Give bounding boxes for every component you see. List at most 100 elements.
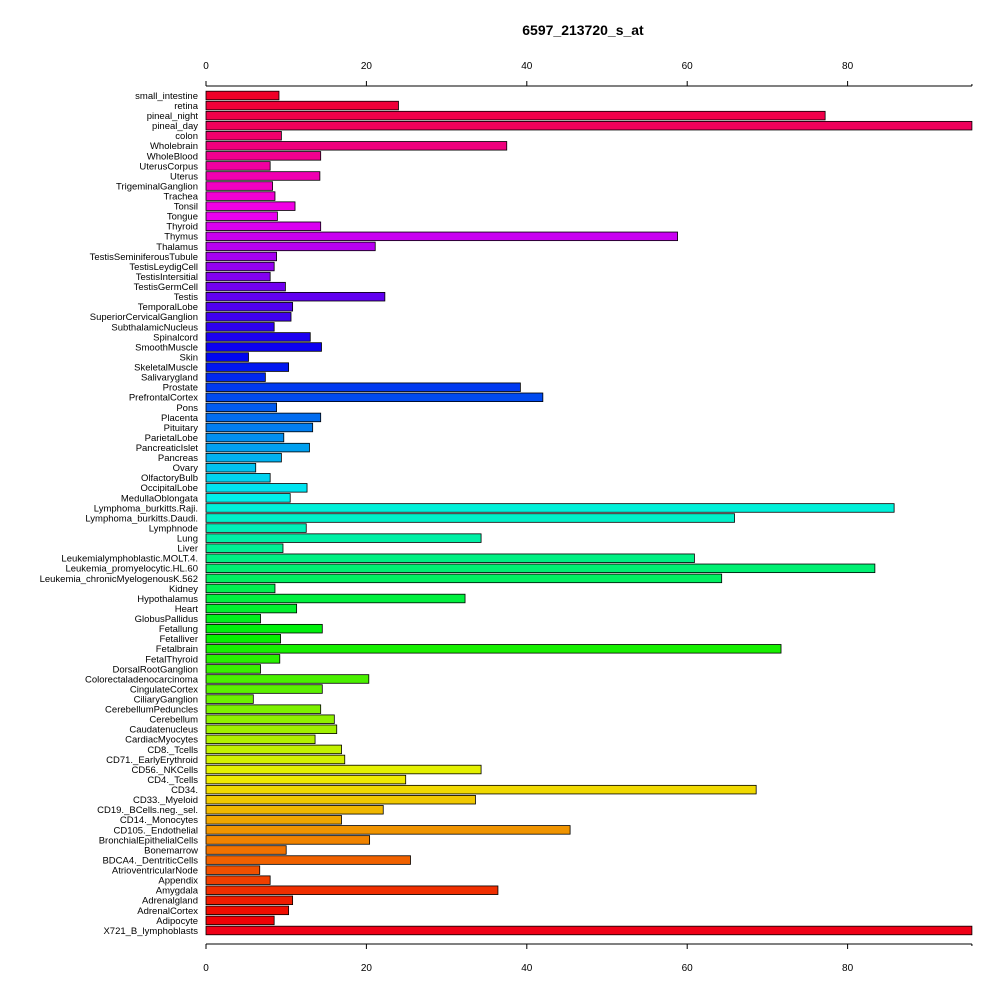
top-tick-label: 40 (521, 61, 533, 72)
bar (205, 543, 284, 553)
bars-group (205, 90, 973, 936)
bar (205, 734, 316, 745)
category-label: UterusCorpus (139, 161, 198, 172)
bar (205, 885, 499, 895)
category-label: OlfactoryBulb (141, 473, 198, 484)
bar (205, 452, 282, 463)
bar (205, 261, 275, 272)
category-label: FetalThyroid (145, 654, 198, 665)
category-label: DorsalRootGanglion (112, 664, 198, 675)
category-label: CD19._BCells.neg._sel. (97, 805, 198, 816)
bar (205, 332, 311, 342)
category-label: CD105._Endothelial (113, 825, 198, 836)
category-label: SubthalamicNucleus (111, 322, 198, 333)
bar (205, 593, 466, 604)
category-label: Bonemarrow (144, 845, 198, 856)
bar (205, 241, 376, 252)
category-label: Cerebellum (149, 715, 198, 726)
category-label: pineal_day (152, 121, 198, 132)
bottom-tick-label: 40 (521, 963, 533, 974)
bar (205, 402, 277, 413)
bar (205, 392, 544, 403)
bar (205, 211, 278, 221)
category-label: AtrioventricularNode (112, 866, 198, 877)
bar (205, 895, 294, 906)
category-label: WholeBlood (147, 151, 198, 162)
category-label: Pons (176, 403, 198, 414)
bar (205, 583, 276, 594)
category-label: Trachea (164, 192, 199, 203)
category-label: TestisIntersitial (136, 272, 198, 283)
bar (205, 493, 291, 503)
category-label: small_intestine (135, 91, 198, 102)
category-label: SmoothMuscle (135, 342, 198, 353)
bar (205, 201, 296, 211)
category-label: SuperiorCervicalGanglion (90, 312, 198, 323)
bar (205, 855, 411, 865)
bar (205, 634, 281, 644)
category-label: Pituitary (164, 423, 199, 434)
category-label: Fetallung (159, 624, 198, 635)
bar (205, 120, 973, 131)
category-label: TrigeminalGanglion (116, 181, 198, 192)
category-label: CD33._Myeloid (133, 795, 198, 806)
category-label: Prostate (163, 383, 198, 394)
category-label: CD34. (171, 785, 198, 796)
bottom-tick-label: 60 (682, 963, 694, 974)
category-label: CD4._Tcells (147, 775, 198, 786)
bar (205, 483, 308, 493)
bar (205, 795, 476, 805)
bar (205, 815, 342, 825)
bar (205, 463, 257, 473)
bar (205, 161, 271, 171)
category-label: Tonsil (174, 202, 198, 213)
bottom-tick-label: 0 (203, 963, 209, 974)
category-label: Lymphnode (149, 523, 198, 534)
bar (205, 90, 280, 101)
bar (205, 503, 895, 513)
bar (205, 674, 370, 684)
category-label: Ovary (173, 463, 199, 474)
bar (205, 825, 571, 835)
bar (205, 322, 275, 332)
category-label: AdrenalCortex (137, 906, 198, 917)
bar (205, 312, 292, 322)
category-label: ParietalLobe (145, 433, 198, 444)
bar (205, 513, 735, 523)
bar (205, 442, 310, 453)
category-label: TemporalLobe (138, 302, 198, 313)
category-label: CiliaryGanglion (134, 695, 198, 706)
bar (205, 684, 323, 694)
bar (205, 432, 285, 443)
category-label: CardiacMyocytes (125, 735, 198, 746)
category-labels-group: small_intestineretinapineal_nightpineal_… (40, 91, 199, 937)
bar (205, 281, 286, 292)
category-label: Leukemialymphoblastic.MOLT.4. (61, 554, 198, 565)
bar (205, 131, 282, 141)
category-label: Pancreas (158, 453, 198, 464)
bar (205, 784, 757, 795)
category-label: CingulateCortex (130, 684, 198, 695)
category-label: Appendix (158, 876, 198, 887)
category-label: Salivarygland (141, 373, 198, 384)
category-label: Adipocyte (156, 916, 198, 927)
bar (205, 110, 826, 121)
category-label: Lymphoma_burkitts.Raji. (94, 503, 198, 514)
bar (205, 422, 314, 433)
category-label: Placenta (161, 413, 199, 424)
bar (205, 181, 273, 191)
category-label: CD56._NKCells (131, 765, 198, 776)
category-label: Fetalbrain (156, 644, 198, 655)
category-label: OccipitalLobe (140, 483, 198, 494)
bar (205, 644, 782, 654)
bar (205, 362, 290, 372)
bar (205, 171, 321, 181)
category-label: CerebellumPeduncles (105, 705, 198, 716)
bar (205, 271, 271, 282)
category-label: Thalamus (156, 242, 198, 253)
category-label: Adrenalgland (142, 896, 198, 907)
category-label: BDCA4._DentriticCells (102, 855, 198, 866)
category-label: pineal_night (147, 111, 199, 122)
bar (205, 845, 287, 855)
category-label: TestisLeydigCell (129, 262, 198, 273)
